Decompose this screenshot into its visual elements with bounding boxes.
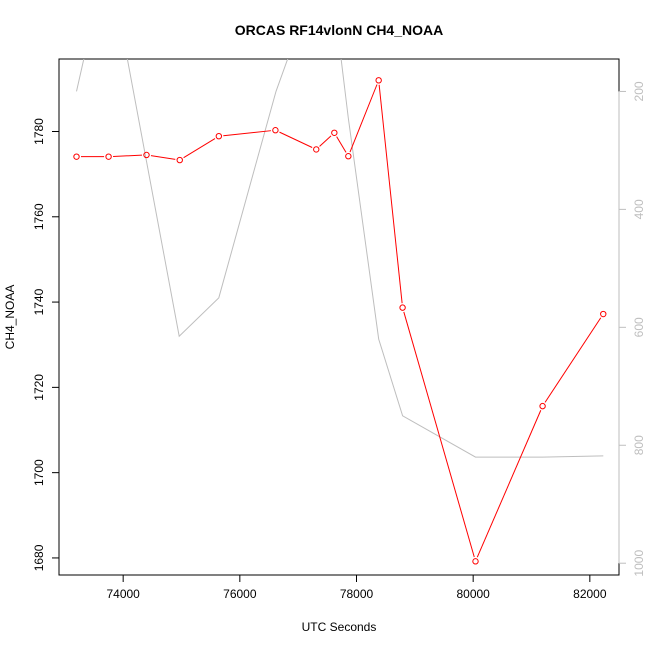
chart-title: ORCAS RF14vlonN CH4_NOAA [235,22,443,38]
y2-tick-label: 1000 [632,550,646,577]
series-primary-segment [349,84,378,153]
series-primary-segment [544,317,602,403]
y-tick-label: 1780 [32,118,46,145]
series-layer [73,59,607,565]
y2-tick-label: 800 [632,435,646,455]
series-primary-point [472,558,479,565]
y-tick-label: 1760 [32,203,46,230]
series-primary-segment [336,136,347,153]
series-primary-point [215,132,223,140]
series-primary-segment [403,311,475,558]
series-primary-point [73,153,80,160]
x-tick-label: 78000 [340,587,374,601]
series-primary-segment [113,154,143,157]
series-primary-point [272,127,279,134]
y-axis: 1680 1700 1720 1740 1760 1780 [32,118,60,571]
x-axis: 74000 76000 78000 80000 82000 [106,574,607,601]
x-axis-title: UTC Seconds [302,620,377,634]
series-primary-point [105,153,112,160]
series-primary-point [143,151,150,159]
series-primary-point [399,304,406,311]
series-primary-point [600,310,607,318]
y2-tick-label: 400 [632,199,646,219]
series-primary-segment [378,84,403,304]
x-tick-label: 74000 [106,587,140,601]
series-primary-point [375,77,382,84]
y-tick-label: 1740 [32,288,46,315]
series-primary-segment [319,135,332,147]
x-tick-label: 80000 [456,587,490,601]
y-axis-title: CH4_NOAA [3,285,17,350]
y2-axis: 200 400 600 800 1000 [618,81,646,577]
series-primary-point [331,129,338,136]
y-tick-label: 1680 [32,544,46,571]
series-primary-segment [183,138,216,159]
y2-tick-label: 600 [632,317,646,337]
series-primary-point [539,402,546,410]
series-primary-segment [476,410,542,558]
plot-frame [58,58,620,576]
y2-tick-label: 200 [632,81,646,101]
series-primary-segment [279,131,313,148]
series-secondary-line [76,59,604,458]
series-primary-segment [150,155,176,160]
series-primary-point [313,146,320,153]
y-tick-label: 1720 [32,374,46,401]
series-primary-segment [223,130,271,137]
y-tick-label: 1700 [32,459,46,486]
x-tick-label: 76000 [223,587,257,601]
series-primary-point [176,156,183,164]
x-tick-label: 82000 [573,587,607,601]
series-primary-point [345,153,352,160]
